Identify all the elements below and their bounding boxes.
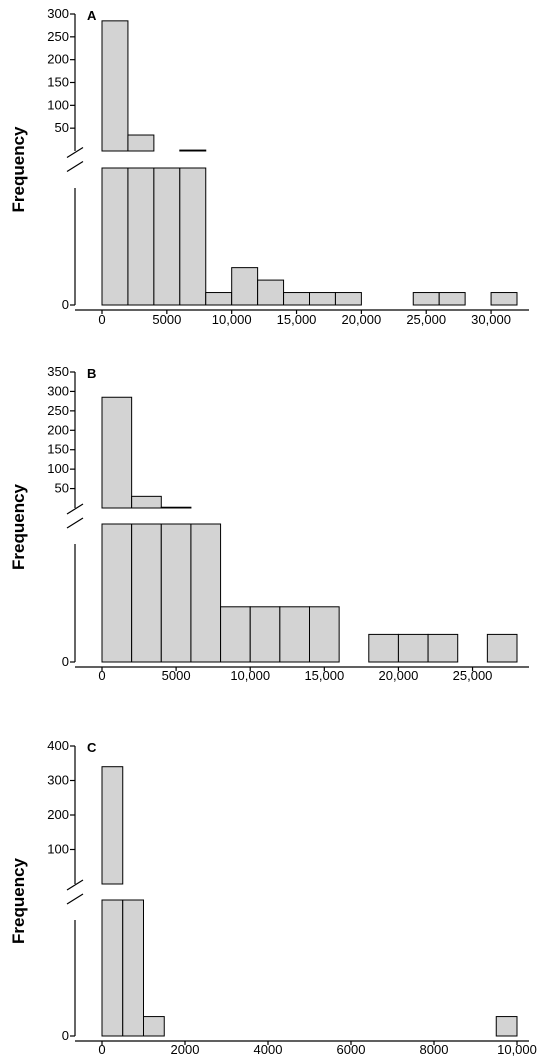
histogram-bar — [368, 633, 399, 663]
histogram-bar-upper — [131, 495, 162, 509]
panel-label: A — [87, 8, 97, 23]
histogram-bar — [179, 167, 207, 306]
y-tick-label: 50 — [55, 120, 69, 135]
histogram-bar — [495, 1016, 518, 1037]
y-axis-label: Frequency — [9, 857, 28, 944]
axis-break-mark — [66, 879, 84, 891]
x-tick-label: 6000 — [337, 1042, 366, 1057]
histogram-bar — [220, 606, 251, 663]
y-tick-label: 300 — [47, 383, 69, 398]
histogram-bar-upper — [179, 149, 207, 152]
histogram-bar — [143, 1016, 165, 1037]
histogram-bar — [127, 167, 155, 306]
x-tick-label: 0 — [98, 1042, 105, 1057]
histogram-bar — [231, 267, 259, 306]
histogram-bar — [249, 606, 281, 663]
y-tick-label: 100 — [47, 842, 69, 857]
histogram-bar — [397, 633, 429, 663]
histogram-bar-upper — [101, 20, 129, 152]
histogram-bar — [490, 292, 518, 306]
histogram-bar — [205, 292, 233, 306]
x-tick-label: 20,000 — [379, 668, 419, 683]
y-tick-label: 200 — [47, 422, 69, 437]
histogram-bar — [122, 899, 144, 1037]
x-tick-label: 2000 — [171, 1042, 200, 1057]
x-tick-label: 15,000 — [277, 312, 317, 327]
y-tick-label: 150 — [47, 75, 69, 90]
histogram-bar — [283, 292, 310, 306]
y-tick-label: 0 — [62, 297, 69, 312]
histogram-bar — [412, 292, 440, 306]
histogram-bar — [257, 279, 285, 306]
histogram-bar-upper — [101, 766, 124, 885]
x-tick-label: 10,000 — [212, 312, 252, 327]
axis-break-mark — [66, 160, 84, 173]
x-tick-label: 10,000 — [497, 1042, 537, 1057]
x-tick-label: 20,000 — [341, 312, 381, 327]
y-tick-label: 150 — [47, 442, 69, 457]
x-tick-label: 25,000 — [453, 668, 493, 683]
x-tick-label: 0 — [98, 312, 105, 327]
y-tick-label: 200 — [47, 52, 69, 67]
axis-break-mark — [66, 146, 84, 159]
histogram-bar — [131, 523, 162, 663]
histogram-bar — [190, 523, 222, 663]
y-tick-label: 350 — [47, 364, 69, 379]
histogram-bar — [309, 606, 340, 663]
x-tick-label: 5000 — [162, 668, 191, 683]
x-tick-label: 30,000 — [471, 312, 511, 327]
x-tick-label: 5000 — [152, 312, 181, 327]
histogram-bar — [279, 606, 311, 663]
y-tick-label: 0 — [62, 1028, 69, 1043]
histogram-bar — [101, 167, 129, 306]
x-tick-label: 8000 — [420, 1042, 449, 1057]
y-tick-label: 300 — [47, 6, 69, 21]
y-axis-label: Frequency — [9, 126, 28, 213]
y-tick-label: 250 — [47, 403, 69, 418]
y-tick-label: 0 — [62, 654, 69, 669]
x-tick-label: 25,000 — [406, 312, 446, 327]
chart-panel-c: 400 300 200 100 0 0 2000 4000 6000 8000 10,000 Freq… — [9, 738, 537, 1057]
panel-label: C — [87, 740, 97, 755]
histogram-bar — [486, 633, 518, 663]
axis-break-mark — [66, 893, 84, 905]
axis-break-mark — [66, 517, 84, 529]
y-tick-label: 100 — [47, 97, 69, 112]
histogram-bar — [153, 167, 181, 306]
y-axis-label: Frequency — [9, 483, 28, 570]
histogram-bar — [334, 292, 362, 306]
panel-label: B — [87, 366, 96, 381]
y-tick-label: 100 — [47, 461, 69, 476]
y-tick-label: 300 — [47, 773, 69, 788]
histogram-bar-upper — [160, 506, 192, 509]
histogram-bar — [427, 633, 459, 663]
x-tick-label: 4000 — [254, 1042, 283, 1057]
x-tick-label: 0 — [98, 668, 105, 683]
histogram-bar — [101, 523, 133, 663]
y-tick-label: 50 — [55, 481, 69, 496]
histogram-bar — [309, 292, 336, 306]
histogram-bar-upper — [127, 134, 155, 152]
histogram-bar — [160, 523, 192, 663]
histogram-bar — [101, 899, 124, 1037]
axis-break-mark — [66, 503, 84, 515]
y-tick-label: 250 — [47, 29, 69, 44]
histogram-bar — [438, 292, 466, 306]
x-tick-label: 15,000 — [304, 668, 344, 683]
y-tick-label: 400 — [47, 738, 69, 753]
y-tick-label: 200 — [47, 807, 69, 822]
histogram-bar-upper — [101, 396, 133, 509]
x-tick-label: 10,000 — [230, 668, 270, 683]
